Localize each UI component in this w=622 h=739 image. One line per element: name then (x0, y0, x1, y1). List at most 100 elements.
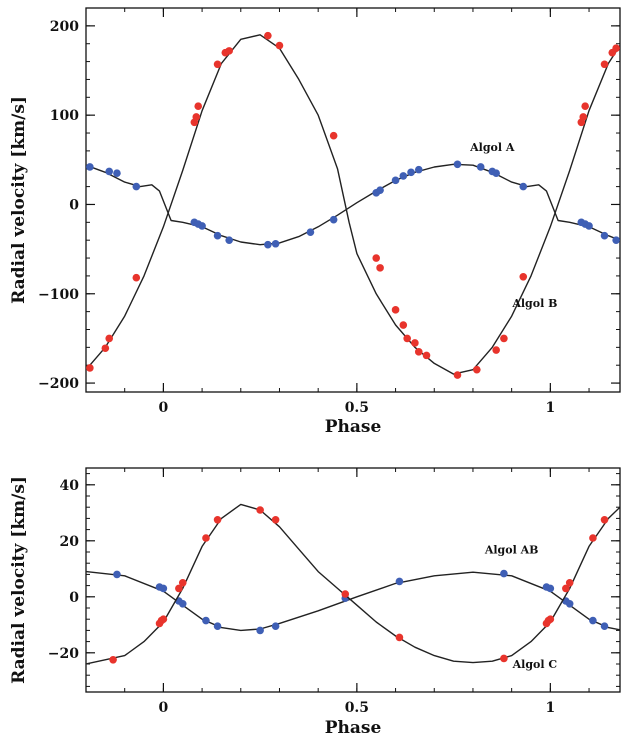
algol-c-data-point (562, 584, 570, 593)
algol-a-data-point (306, 228, 315, 236)
algol-c-data-point (271, 516, 280, 524)
algol-a-data-point (86, 163, 94, 171)
algol-b-data-point (225, 47, 233, 55)
algol-b-data-point (414, 348, 423, 356)
y-tick-label: 40 (60, 478, 80, 494)
algol-ab-label: Algol AB (484, 543, 539, 556)
algol-a-data-point (198, 222, 206, 230)
algol-b-data-point (519, 273, 528, 281)
plot-frame (85, 467, 621, 693)
algol-a-data-point (329, 215, 338, 224)
algol-c-data-point (109, 656, 117, 664)
algol-b-data-point (600, 60, 609, 69)
plot-frame (85, 7, 621, 393)
algol-ab-data-point (565, 600, 574, 608)
algol-b-data-point (492, 346, 500, 354)
algol-a-data-point (492, 169, 500, 178)
algol-a-data-point (271, 239, 280, 248)
algol-c-data-point (159, 615, 168, 623)
algol-c-orbit-curve (86, 503, 620, 665)
algol-b-data-point (264, 31, 272, 40)
algol-b-data-point (376, 264, 384, 272)
algol-a-data-point (225, 236, 233, 244)
algol-c-data-point (213, 516, 222, 524)
algol-b-data-point (581, 102, 589, 111)
algol-a-data-point (476, 163, 485, 171)
algol-ab-data-point (202, 616, 210, 625)
algol-c-data-point (600, 516, 609, 524)
algol-a-data-point (407, 168, 415, 177)
algol-b-data-point (579, 113, 588, 121)
algol-c-data-point (546, 615, 555, 623)
algol-c-data-point (395, 633, 404, 642)
algol-ab-data-point (113, 570, 121, 579)
x-axis-title: Phase (325, 417, 382, 437)
algol-c-data-point (341, 590, 350, 598)
x-tick-label: 0.5 (345, 700, 369, 716)
algol-b-data-point (391, 306, 400, 314)
y-tick-label: −20 (48, 646, 79, 662)
y-axis-title: Radial velocity [km/s] (9, 96, 29, 304)
algol-c-data-point (202, 534, 210, 542)
algol-a-data-point (399, 172, 408, 180)
algol-b-data-point (194, 102, 203, 111)
algol-c-data-point (178, 579, 187, 587)
algol-a-data-point (585, 222, 593, 230)
algol-b-data-point (105, 334, 114, 343)
algol-b-data-point (101, 344, 110, 353)
algol-ab-data-point (213, 622, 222, 630)
y-tick-label: 20 (60, 534, 80, 550)
algol-b-data-point (411, 339, 419, 347)
algol-ab-data-point (546, 584, 555, 593)
algol-a-data-point (105, 167, 114, 176)
algol-a-data-point (132, 182, 141, 191)
algol-ab-data-point (395, 577, 404, 586)
algol-ab-data-point (256, 626, 264, 635)
algol-b-data-point (403, 334, 411, 343)
algol-ab-data-point (178, 600, 187, 608)
algol-ab-data-point (600, 622, 609, 630)
algol-a-orbit-curve (86, 163, 620, 246)
y-tick-label: −200 (38, 376, 79, 392)
algol-b-data-point (192, 113, 201, 121)
y-tick-label: 0 (69, 197, 79, 213)
algol-a-data-point (519, 182, 528, 191)
y-tick-label: −100 (38, 287, 79, 303)
algol-a-data-point (264, 240, 272, 249)
algol-b-data-point (132, 273, 141, 282)
algol-a-data-point (453, 160, 462, 169)
algol-ab-data-point (589, 616, 597, 625)
y-tick-label: 200 (50, 19, 79, 35)
algol-ab-data-point (500, 569, 508, 578)
algol-a-data-point (213, 231, 222, 240)
bottom-panel-orbit-abc: 0 0.5 1 −20 0 20 40 Phase Radial velocity [km/s]… (9, 467, 621, 738)
algol-b-data-point (372, 254, 381, 262)
x-axis-title: Phase (325, 718, 382, 738)
algol-c-data-point (500, 654, 508, 663)
y-axis-title: Radial velocity [km/s] (9, 476, 29, 684)
algol-a-data-point (414, 165, 423, 174)
algol-a-data-point (113, 169, 121, 178)
y-tick-label: 0 (69, 590, 79, 606)
algol-b-label: Algol B (511, 297, 557, 310)
algol-a-data-point (376, 186, 384, 194)
algol-b-data-point (422, 351, 431, 360)
algol-b-data-point (399, 321, 408, 329)
algol-ab-data-point (271, 622, 280, 630)
y-tick-label: 100 (50, 108, 79, 124)
x-tick-label: 0.5 (345, 400, 369, 416)
algol-b-data-point (275, 41, 284, 50)
algol-a-data-point (600, 231, 609, 240)
algol-b-orbit-curve (86, 34, 620, 375)
algol-b-data-point (329, 131, 338, 140)
x-tick-label: 0 (159, 700, 169, 716)
algol-b-data-point (86, 364, 94, 372)
algol-c-label: Algol C (512, 658, 558, 671)
algol-a-label: Algol A (469, 141, 515, 154)
x-tick-label: 1 (545, 400, 555, 416)
top-panel-orbit-ab: 0 0.5 1 −200 −100 0 100 200 Phase Radial velocity… (9, 7, 621, 437)
algol-b-data-point (213, 60, 222, 69)
x-tick-label: 0 (159, 400, 169, 416)
algol-c-data-point (589, 534, 597, 542)
